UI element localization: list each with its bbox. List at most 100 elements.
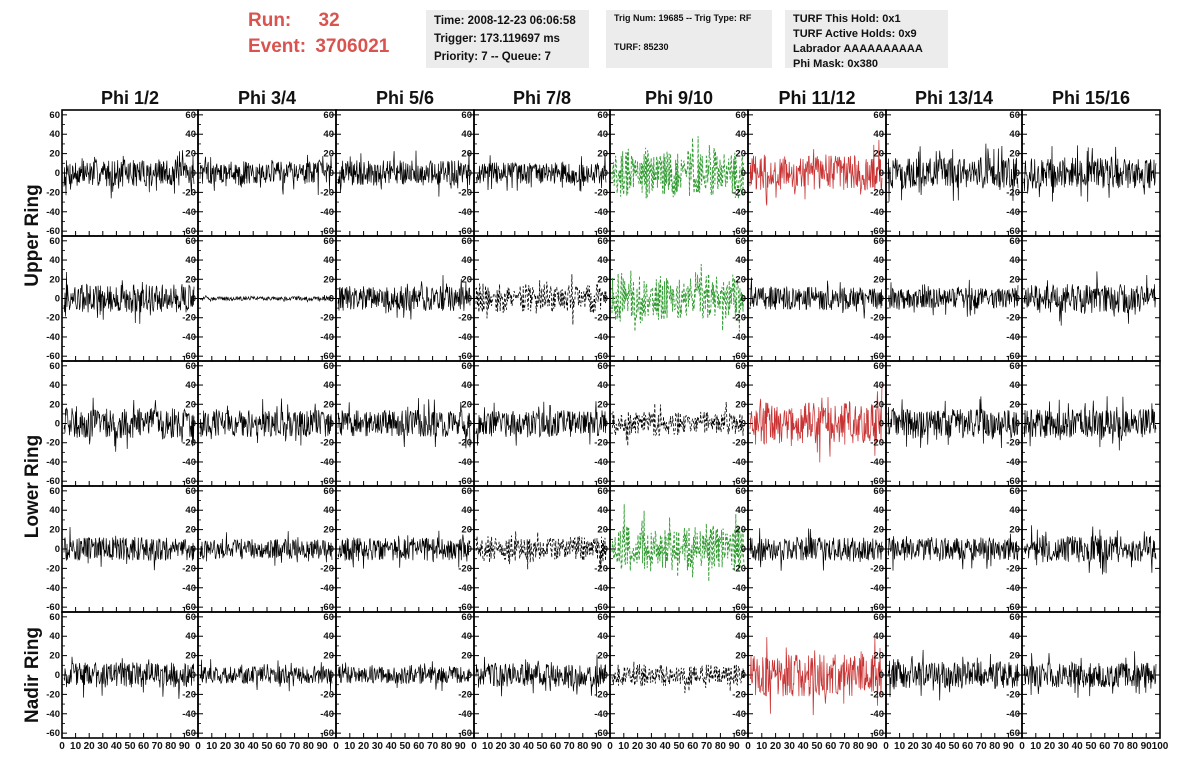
y-tick-label: -40 (46, 709, 60, 720)
y-tick-label: 40 (185, 631, 196, 642)
y-tick-label: -40 (46, 457, 60, 468)
y-tick-label: -60 (458, 226, 472, 237)
waveform-trace (1023, 525, 1157, 575)
y-tick-label: 20 (1009, 149, 1020, 160)
y-tick-label: 0 (741, 419, 746, 430)
y-tick-label: -40 (46, 583, 60, 594)
y-tick-label: 0 (191, 544, 196, 555)
y-tick-label: -60 (182, 602, 196, 613)
waveform-panel: -60 -40 -20 0 20 40 60 (182, 611, 337, 739)
y-tick-label: 0 (1015, 419, 1020, 430)
y-tick-label: 60 (873, 236, 884, 247)
y-tick-label: -60 (594, 728, 608, 739)
waveform-trace (199, 398, 333, 446)
waveform-panel: -60 -40 -20 0 20 40 60 (594, 109, 749, 237)
phi-column-label: Phi 3/4 (238, 88, 296, 108)
y-tick-label: -20 (458, 563, 472, 574)
y-tick-label: -40 (320, 332, 334, 343)
x-tick-label: 30 (646, 741, 658, 752)
y-tick-label: -20 (458, 438, 472, 449)
y-tick-label: -40 (320, 457, 334, 468)
phi-column-label: Phi 15/16 (1052, 88, 1130, 108)
x-tick-label: 20 (220, 741, 232, 752)
y-tick-label: -40 (320, 207, 334, 218)
ring-label: Upper Ring (22, 184, 43, 286)
x-tick-label: 10 (894, 741, 906, 752)
y-tick-label: 20 (597, 651, 608, 662)
y-tick-label: -40 (594, 207, 608, 218)
y-tick-label: 0 (879, 544, 884, 555)
waveform-panel: -60 -40 -20 0 20 40 60 (1006, 235, 1161, 362)
y-tick-label: 0 (879, 419, 884, 430)
y-tick-label: -20 (182, 563, 196, 574)
priority-text: Priority: 7 -- Queue: 7 (434, 51, 551, 63)
y-tick-label: -60 (1006, 351, 1020, 362)
y-tick-label: 0 (55, 670, 60, 681)
y-tick-label: 20 (735, 274, 746, 285)
y-tick-label: 40 (597, 505, 608, 516)
y-tick-label: 0 (603, 419, 608, 430)
y-tick-label: -60 (1006, 728, 1020, 739)
y-tick-label: 60 (323, 361, 334, 372)
x-tick-label: 60 (550, 741, 562, 752)
y-tick-label: -20 (1006, 187, 1020, 198)
x-tick-label: 40 (111, 741, 123, 752)
x-tick-label: 10 (206, 741, 218, 752)
y-tick-label: 40 (185, 380, 196, 391)
y-tick-label: -60 (870, 602, 884, 613)
y-tick-label: -60 (46, 728, 60, 739)
waveform-panel: -60 -40 -20 0 20 40 60 (46, 235, 199, 362)
waveform-panel: -60 -40 -20 0 20 40 60 (46, 485, 199, 613)
x-tick-label: 0 (607, 741, 613, 752)
waveform-panel: -60 -40 -20 0 20 40 60 (1006, 611, 1161, 739)
y-tick-label: 60 (597, 110, 608, 121)
y-tick-label: 0 (603, 294, 608, 305)
x-tick-label: 30 (234, 741, 246, 752)
x-tick-label: 0 (883, 741, 889, 752)
waveform-panel: -60 -40 -20 0 20 40 60 (182, 360, 337, 487)
y-tick-label: -60 (458, 351, 472, 362)
y-tick-label: -40 (458, 583, 472, 594)
y-tick-label: 20 (873, 149, 884, 160)
y-tick-label: 20 (735, 399, 746, 410)
y-tick-label: 0 (741, 294, 746, 305)
x-tick-label: 50 (261, 741, 273, 752)
x-tick-label: 0 (195, 741, 201, 752)
y-tick-label: 60 (185, 612, 196, 623)
y-tick-label: 20 (873, 399, 884, 410)
y-tick-label: 40 (185, 505, 196, 516)
x-tick-label: 0 (1019, 741, 1025, 752)
x-tick-label: 0 (59, 741, 65, 752)
y-tick-label: 20 (49, 525, 60, 536)
y-tick-label: -40 (320, 709, 334, 720)
waveform-panel: -60 -40 -20 0 20 40 60 (870, 611, 1023, 739)
event-value: 3706021 (315, 36, 390, 57)
y-tick-label: 40 (323, 255, 334, 266)
y-tick-label: 20 (873, 274, 884, 285)
y-tick-label: 0 (329, 419, 334, 430)
y-tick-label: -20 (182, 438, 196, 449)
waveform-panel: -60 -40 -20 0 20 40 60 (458, 611, 611, 739)
waveform-trace (1023, 271, 1157, 326)
trig-num-text: Trig Num: 19685 -- Trig Type: RF (614, 13, 752, 23)
x-tick-label: 70 (427, 741, 439, 752)
y-tick-label: 40 (49, 505, 60, 516)
y-tick-label: 40 (597, 631, 608, 642)
y-tick-label: -20 (732, 689, 746, 700)
waveform-panel: -60 -40 -20 0 20 40 60 (870, 235, 1023, 362)
x-tick-label: 80 (577, 741, 589, 752)
phi-mask-text: Phi Mask: 0x380 (793, 58, 878, 70)
y-tick-label: -60 (46, 226, 60, 237)
y-tick-label: 0 (879, 294, 884, 305)
phi-column-label: Phi 9/10 (645, 88, 713, 108)
y-tick-label: -20 (732, 438, 746, 449)
waveform-trace (887, 279, 1019, 317)
waveform-panel: -60 -40 -20 0 20 40 60 (182, 109, 337, 237)
y-tick-label: -40 (458, 207, 472, 218)
waveform-panel: -60 -40 -20 0 20 40 60 (458, 485, 611, 613)
waveform-trace (611, 263, 745, 332)
x-tick-label: 90 (1003, 741, 1015, 752)
x-tick-label: 90 (317, 741, 329, 752)
x-tick-label: 40 (660, 741, 672, 752)
y-tick-label: 0 (329, 544, 334, 555)
